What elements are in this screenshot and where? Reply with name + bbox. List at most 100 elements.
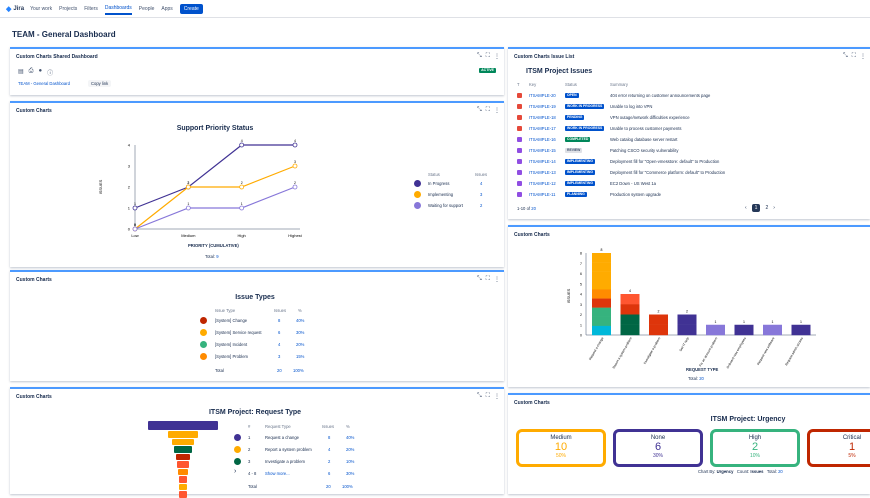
issue-key[interactable]: ITSAMPLE-17: [529, 126, 556, 131]
expand-icon[interactable]: ⛶: [851, 53, 856, 59]
funnel-segment[interactable]: [179, 491, 187, 498]
funnel-segment[interactable]: [148, 421, 218, 430]
minimize-icon[interactable]: ⤡: [842, 53, 848, 59]
expand-icon[interactable]: ⛶: [485, 276, 490, 282]
bar-segment[interactable]: [677, 314, 697, 325]
expand-icon[interactable]: ⛶: [485, 107, 490, 113]
help-icon[interactable]: ⓘ: [47, 71, 54, 77]
issue-key[interactable]: ITSAMPLE-11: [529, 192, 556, 197]
dashboard-icon[interactable]: ▤: [18, 69, 24, 75]
issue-key[interactable]: ITSAMPLE-13: [529, 170, 556, 175]
bar-segment[interactable]: [763, 324, 782, 336]
expand-icon[interactable]: ⛶: [485, 53, 490, 59]
data-point[interactable]: [185, 205, 191, 211]
data-point[interactable]: [239, 184, 245, 190]
dashboard-link[interactable]: TEAM - General Dashboard: [18, 81, 70, 86]
funnel-segment[interactable]: [176, 453, 190, 460]
copy-link-button[interactable]: Copy link: [88, 80, 112, 87]
expand-icon[interactable]: ⛶: [485, 393, 490, 399]
bar-segment[interactable]: [592, 325, 611, 336]
avatar[interactable]: ●: [38, 68, 43, 74]
minimize-icon[interactable]: ⤡: [476, 107, 482, 113]
data-point[interactable]: [292, 184, 298, 190]
nav-filters[interactable]: Filters: [84, 5, 98, 12]
page-2-button[interactable]: 2: [765, 205, 769, 211]
prev-page-icon[interactable]: ‹: [745, 205, 747, 211]
issue-key[interactable]: ITSAMPLE-19: [529, 104, 556, 109]
nav-dashboards[interactable]: Dashboards: [104, 3, 132, 15]
urgency-card[interactable]: Critical 1 5%: [807, 429, 870, 467]
issue-type-count[interactable]: 6: [278, 330, 281, 335]
funnel-segment[interactable]: [178, 468, 188, 475]
data-point[interactable]: [239, 142, 245, 148]
funnel-segment[interactable]: [168, 431, 198, 438]
more-icon[interactable]: ⋮: [860, 54, 866, 60]
legend-count[interactable]: 3: [480, 192, 483, 197]
bar-segment[interactable]: [592, 289, 611, 299]
more-icon[interactable]: ⋮: [494, 108, 500, 114]
issue-key[interactable]: ITSAMPLE-14: [529, 159, 556, 164]
urgency-card[interactable]: None 6 30%: [613, 429, 703, 467]
urgency-card[interactable]: Medium 10 50%: [516, 429, 606, 467]
legend-count[interactable]: 4: [480, 181, 483, 186]
bar-segment[interactable]: [620, 304, 640, 315]
funnel-segment[interactable]: [179, 483, 187, 490]
nav-apps[interactable]: Apps: [161, 5, 173, 12]
more-icon[interactable]: ⋮: [494, 54, 500, 60]
request-type-count[interactable]: 2: [328, 459, 331, 464]
bar-segment[interactable]: [592, 253, 611, 263]
issue-key[interactable]: ITSAMPLE-18: [529, 115, 556, 120]
issue-key[interactable]: ITSAMPLE-12: [529, 181, 556, 186]
bar-segment[interactable]: [592, 316, 611, 327]
issue-key[interactable]: ITSAMPLE-16: [529, 137, 556, 142]
request-type-count[interactable]: 8: [328, 435, 331, 440]
urgency-card[interactable]: High 2 10%: [710, 429, 800, 467]
page-1-button[interactable]: 1: [751, 204, 761, 212]
next-page-icon[interactable]: ›: [773, 205, 775, 211]
nav-people[interactable]: People: [138, 5, 155, 12]
nav-projects[interactable]: Projects: [59, 5, 78, 12]
print-icon[interactable]: ⎙: [28, 68, 34, 74]
request-type-count[interactable]: 6: [328, 471, 331, 476]
bar-segment[interactable]: [706, 324, 725, 336]
issue-key[interactable]: ITSAMPLE-15: [529, 148, 556, 153]
funnel-segment[interactable]: [174, 446, 192, 453]
create-button[interactable]: Create: [179, 3, 203, 14]
data-point[interactable]: [132, 205, 138, 211]
bar-segment[interactable]: [677, 324, 697, 336]
bar-segment[interactable]: [592, 307, 611, 317]
funnel-segment[interactable]: [177, 461, 189, 468]
jira-logo[interactable]: ◆ Jira: [6, 5, 25, 13]
more-icon[interactable]: ⋮: [494, 394, 500, 400]
request-type-count[interactable]: 4: [328, 447, 331, 452]
minimize-icon[interactable]: ⤡: [476, 393, 482, 399]
nav-your-work[interactable]: Your work: [30, 5, 53, 12]
issue-type-count[interactable]: 4: [278, 342, 281, 347]
issue-type-count[interactable]: 8: [278, 318, 281, 323]
minimize-icon[interactable]: ⤡: [476, 53, 482, 59]
bar-segment[interactable]: [592, 298, 611, 308]
bar-segment[interactable]: [649, 324, 668, 336]
bar-segment[interactable]: [592, 271, 611, 281]
bar-segment[interactable]: [592, 280, 611, 290]
minimize-icon[interactable]: ⤡: [476, 276, 482, 282]
data-point[interactable]: [292, 142, 298, 148]
issue-key[interactable]: ITSAMPLE-20: [529, 93, 556, 98]
show-more-link[interactable]: Show more...: [265, 471, 290, 476]
bar-segment[interactable]: [620, 294, 640, 305]
bar-segment[interactable]: [592, 262, 611, 272]
funnel-segment[interactable]: [172, 438, 194, 445]
bar-segment[interactable]: [649, 314, 668, 325]
more-icon[interactable]: ⋮: [494, 277, 500, 283]
bar-segment[interactable]: [734, 324, 754, 336]
issue-type-count[interactable]: 3: [278, 354, 281, 359]
data-point[interactable]: [239, 205, 245, 211]
data-point[interactable]: [292, 163, 298, 169]
funnel-segment[interactable]: [179, 476, 187, 483]
bar-segment[interactable]: [791, 324, 811, 336]
bar-segment[interactable]: [620, 324, 640, 336]
data-point[interactable]: [185, 184, 191, 190]
bar-segment[interactable]: [620, 314, 640, 325]
legend-count[interactable]: 2: [480, 203, 483, 208]
data-point[interactable]: [132, 226, 138, 232]
